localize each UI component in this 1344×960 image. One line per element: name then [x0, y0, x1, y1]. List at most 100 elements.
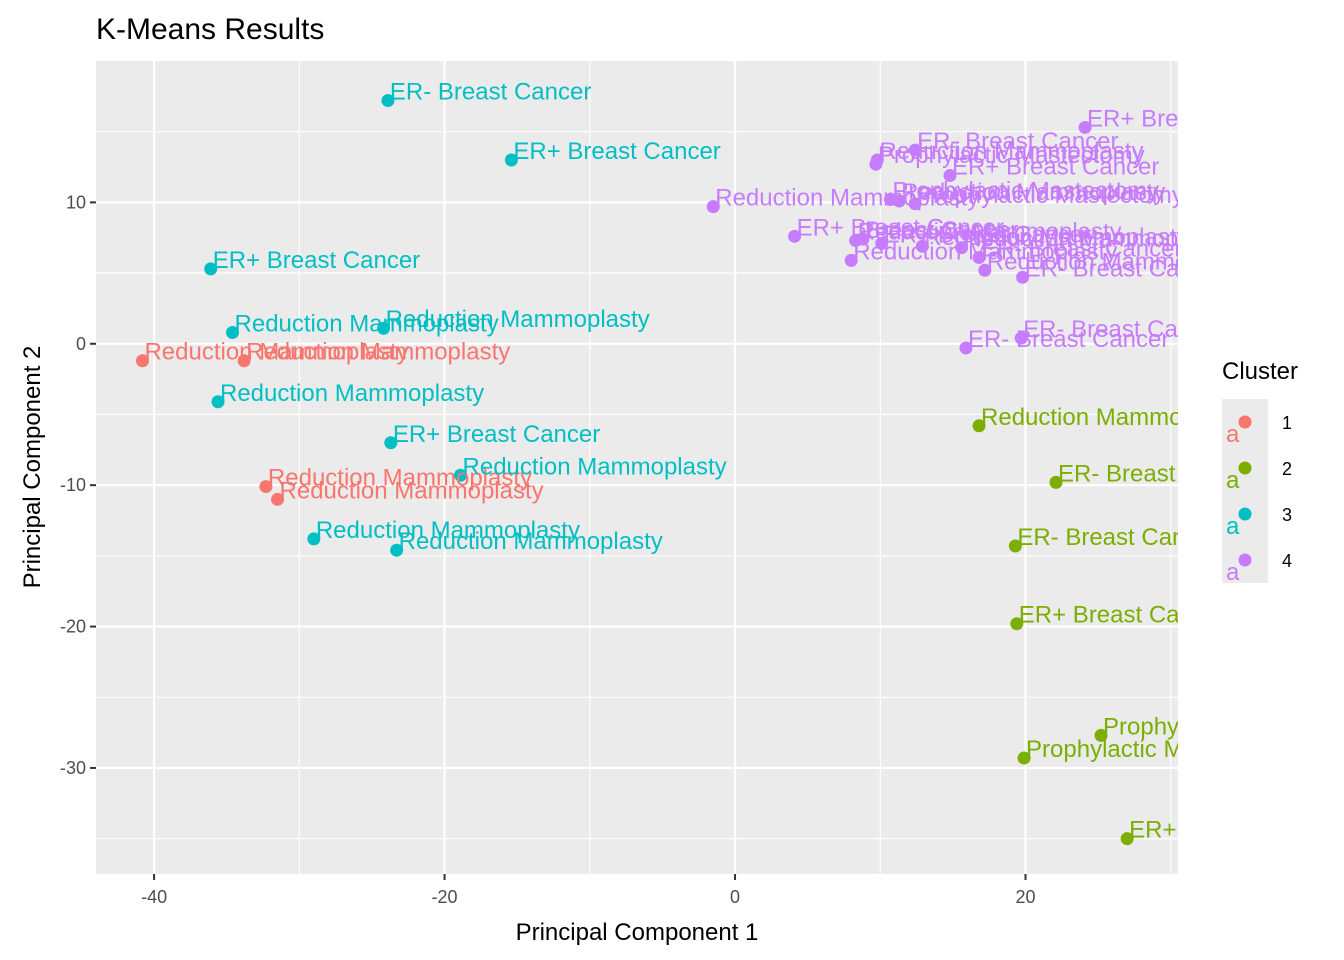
point-label: ER- Breast Cancer: [1058, 460, 1259, 487]
point-label: ER+ Breast Cancer: [393, 421, 600, 448]
x-tick-label: -40: [141, 887, 167, 907]
point-label: ER- Breast Cancer: [1023, 316, 1224, 343]
data-point-cluster-2: [1049, 475, 1063, 489]
data-point-cluster-3: [384, 436, 398, 450]
point-label: Reduction Mammoplasty: [924, 224, 1188, 251]
data-point-cluster-4: [908, 197, 922, 211]
point-label: Reduction Mammoplasty: [964, 226, 1228, 253]
x-axis: -40 -20 0 20: [141, 874, 1036, 907]
data-point-cluster-4: [972, 251, 986, 265]
point-label: Prophylactic Mastectomy: [1026, 736, 1293, 763]
major-gridlines: [96, 61, 1178, 874]
y-axis-title: Principal Component 2: [19, 346, 46, 589]
legend-key-point-1: [1238, 415, 1252, 429]
data-point-cluster-2: [972, 419, 986, 433]
legend-label-3: 3: [1282, 505, 1292, 525]
point-label: Prophylactic Mastectomy: [892, 178, 1159, 205]
point-label: ER- Breast Cancer: [1025, 255, 1226, 282]
data-point-cluster-4: [1014, 331, 1028, 345]
legend-key-point-2: [1238, 461, 1252, 475]
point-label: Reduction Mammoplasty: [853, 238, 1117, 265]
data-point-cluster-4: [1016, 270, 1030, 284]
point-label: Reduction Mammoplasty: [235, 310, 499, 337]
y-tick-label: -30: [60, 758, 86, 778]
data-point-cluster-3: [390, 543, 404, 557]
point-label: ER- Breast Cancer: [981, 236, 1182, 263]
data-point-cluster-3: [454, 468, 468, 482]
x-tick-label: -20: [432, 887, 458, 907]
point-label: Reduction Mammoplasty: [316, 517, 580, 544]
data-point-cluster-1: [135, 354, 149, 368]
data-point-cluster-4: [955, 241, 969, 255]
point-label: ER+ Breast Cancer: [1129, 817, 1336, 844]
data-point-cluster-3: [211, 395, 225, 409]
data-point-cluster-3: [377, 321, 391, 335]
point-label: Reduction Mammoplasty: [268, 465, 532, 492]
data-point-cluster-1: [259, 480, 273, 494]
x-tick-label: 0: [730, 887, 740, 907]
point-label: Breast Cancer: [865, 217, 1018, 244]
point-label: ER+ Breast Cancer: [952, 154, 1159, 181]
data-point-cluster-2: [1120, 832, 1134, 846]
x-axis-title: Principal Component 1: [516, 919, 759, 946]
point-label: ER- Breast Cancer: [917, 128, 1118, 155]
data-point-cluster-3: [307, 532, 321, 546]
point-label: ER+ Breast Cancer: [1019, 602, 1226, 629]
data-point-cluster-2: [1017, 751, 1031, 765]
legend-key-point-3: [1238, 507, 1252, 521]
y-tick-label: -10: [60, 475, 86, 495]
point-label: Reduction Mammoplasty: [981, 404, 1245, 431]
point-label: Reduction Mammoplasty: [715, 185, 979, 212]
x-tick-label: 20: [1015, 887, 1035, 907]
data-point-cluster-3: [226, 325, 240, 339]
y-tick-label: -20: [60, 617, 86, 637]
point-label: Prophylactic Mastectomy: [1103, 713, 1344, 740]
data-point-cluster-1: [271, 492, 285, 506]
legend-key-glyph: a: [1226, 467, 1240, 494]
minor-gridlines: [96, 61, 1178, 874]
legend-key-background: [1222, 399, 1268, 583]
data-point-cluster-4: [706, 200, 720, 214]
data-point-cluster-4: [869, 157, 883, 171]
data-point-cluster-4: [1078, 120, 1092, 134]
legend-key-glyph: a: [1226, 559, 1240, 586]
legend-key-point-4: [1238, 553, 1252, 567]
point-label: ER- Breast Cancer: [390, 79, 591, 106]
data-point-cluster-4: [844, 253, 858, 267]
point-label: Reduction Mammoplasty: [220, 380, 484, 407]
data-point-cluster-3: [504, 153, 518, 167]
point-label: ER+ Breast Cancer: [797, 214, 1004, 241]
data-point-cluster-4: [978, 263, 992, 277]
data-point-cluster-4: [959, 341, 973, 355]
legend-key-glyph: a: [1226, 421, 1240, 448]
point-label: Reduction Mammoplasty: [879, 138, 1143, 165]
point-label: Reduction Mammoplasty: [246, 339, 510, 366]
data-point-cluster-4: [788, 229, 802, 243]
data-point-cluster-2: [1010, 617, 1024, 631]
legend-keys: a 1 a 2 a 3 a 4: [1222, 399, 1292, 586]
data-point-cluster-3: [381, 94, 395, 108]
legend-label-1: 1: [1282, 413, 1292, 433]
point-label: Prophylactic Mastectomy: [878, 142, 1145, 169]
data-point-cluster-4: [915, 239, 929, 253]
point-label: Reduction Mammoplasty: [901, 179, 1165, 206]
point-label: Reduction Mammoplasty: [386, 306, 650, 333]
legend-label-4: 4: [1282, 551, 1292, 571]
data-points: [135, 94, 1134, 846]
point-label: Reduction Mammoplasty: [399, 528, 663, 555]
point-label: ER- Breast Cancer: [1017, 524, 1218, 551]
data-point-cluster-2: [1094, 728, 1108, 742]
data-point-cluster-4: [943, 169, 957, 183]
data-point-cluster-1: [237, 354, 251, 368]
point-label: Prophylactic Mastectomy: [917, 182, 1184, 209]
y-axis: -30 -20 -10 0 10: [60, 192, 96, 778]
data-point-cluster-4: [908, 143, 922, 157]
data-point-cluster-4: [856, 232, 870, 246]
legend-title: Cluster: [1222, 358, 1298, 385]
data-point-cluster-4: [875, 236, 889, 250]
point-label: Reduction Mammoplasty: [858, 219, 1122, 246]
point-label: ER+ Breast Cancer: [513, 138, 720, 165]
point-label: Reduction Mammoplasty: [144, 339, 408, 366]
